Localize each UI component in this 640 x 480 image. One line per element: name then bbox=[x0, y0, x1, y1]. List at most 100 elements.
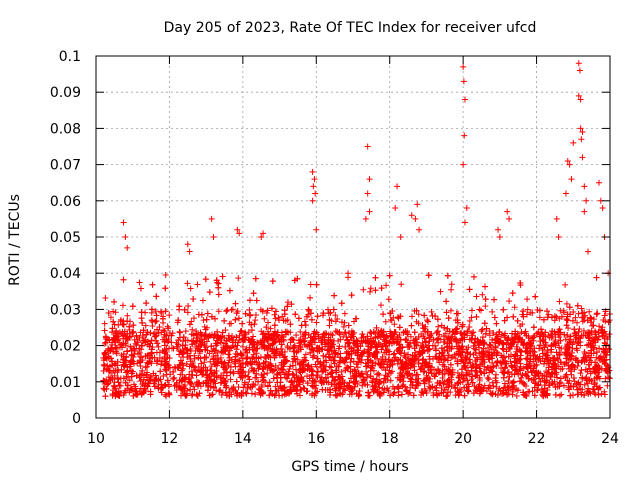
data-point bbox=[444, 392, 451, 399]
data-point bbox=[425, 318, 432, 325]
data-point bbox=[156, 349, 163, 356]
data-point bbox=[365, 389, 372, 396]
data-point bbox=[225, 362, 232, 369]
data-point bbox=[295, 315, 302, 322]
data-point bbox=[466, 318, 473, 325]
data-point bbox=[481, 382, 488, 389]
data-point bbox=[194, 281, 201, 288]
data-point bbox=[162, 271, 169, 278]
data-point bbox=[265, 319, 272, 326]
data-point bbox=[552, 391, 559, 398]
data-point bbox=[170, 375, 177, 382]
data-point bbox=[443, 343, 450, 350]
data-point bbox=[563, 300, 570, 307]
data-point bbox=[373, 376, 380, 383]
data-point bbox=[138, 309, 145, 316]
data-point bbox=[460, 371, 467, 378]
data-point bbox=[572, 314, 579, 321]
data-point bbox=[403, 335, 410, 342]
data-point bbox=[282, 353, 289, 360]
data-point bbox=[130, 328, 137, 335]
data-point bbox=[206, 289, 213, 296]
data-point bbox=[464, 387, 471, 394]
data-point bbox=[470, 329, 477, 336]
data-point bbox=[308, 316, 315, 323]
data-point bbox=[302, 351, 309, 358]
data-point bbox=[433, 336, 440, 343]
data-point bbox=[464, 328, 471, 335]
data-point bbox=[107, 314, 114, 321]
data-point bbox=[472, 358, 479, 365]
data-point bbox=[428, 308, 435, 315]
data-point bbox=[590, 316, 597, 323]
data-point bbox=[188, 375, 195, 382]
data-point bbox=[120, 321, 127, 328]
data-point bbox=[297, 328, 304, 335]
data-point bbox=[379, 343, 386, 350]
data-point bbox=[330, 306, 337, 313]
data-point bbox=[246, 307, 253, 314]
data-point bbox=[266, 392, 273, 399]
data-point bbox=[545, 311, 552, 318]
data-point bbox=[458, 335, 465, 342]
data-point bbox=[117, 382, 124, 389]
data-point bbox=[129, 329, 136, 336]
data-point bbox=[448, 383, 455, 390]
data-point bbox=[530, 324, 537, 331]
data-point bbox=[231, 360, 238, 367]
data-point bbox=[574, 340, 581, 347]
data-point bbox=[524, 306, 531, 313]
data-point bbox=[426, 338, 433, 345]
data-point bbox=[328, 364, 335, 371]
data-point bbox=[408, 322, 415, 329]
data-point bbox=[100, 361, 107, 368]
data-point bbox=[510, 379, 517, 386]
data-point bbox=[389, 368, 396, 375]
data-point bbox=[425, 369, 432, 376]
data-point bbox=[347, 359, 354, 366]
data-point bbox=[114, 376, 121, 383]
data-point bbox=[532, 293, 539, 300]
data-point bbox=[111, 298, 118, 305]
data-point bbox=[330, 337, 337, 344]
data-point bbox=[514, 346, 521, 353]
data-point bbox=[227, 389, 234, 396]
data-point bbox=[466, 286, 473, 293]
data-point bbox=[378, 285, 385, 292]
data-point bbox=[482, 296, 489, 303]
data-point bbox=[565, 325, 572, 332]
data-point bbox=[313, 363, 320, 370]
data-point bbox=[127, 333, 134, 340]
data-point bbox=[285, 329, 292, 336]
data-point bbox=[182, 328, 189, 335]
data-point bbox=[198, 311, 205, 318]
data-point bbox=[600, 316, 607, 323]
data-point bbox=[303, 388, 310, 395]
data-point bbox=[583, 342, 590, 349]
data-point bbox=[173, 387, 180, 394]
data-point bbox=[552, 337, 559, 344]
data-point bbox=[391, 321, 398, 328]
data-point bbox=[385, 296, 392, 303]
data-point bbox=[176, 303, 183, 310]
data-point bbox=[270, 375, 277, 382]
data-point bbox=[556, 344, 563, 351]
data-point bbox=[424, 317, 431, 324]
data-point bbox=[434, 316, 441, 323]
data-point bbox=[202, 276, 209, 283]
data-point bbox=[398, 281, 405, 288]
data-point bbox=[490, 383, 497, 390]
data-point bbox=[506, 298, 513, 305]
data-point bbox=[222, 327, 229, 334]
data-point bbox=[100, 385, 107, 392]
data-point bbox=[190, 315, 197, 322]
data-point bbox=[514, 317, 521, 324]
data-point bbox=[574, 319, 581, 326]
data-point bbox=[479, 326, 486, 333]
data-point bbox=[511, 353, 518, 360]
data-point bbox=[186, 321, 193, 328]
data-point bbox=[136, 279, 143, 286]
data-point bbox=[464, 328, 471, 335]
data-point bbox=[345, 322, 352, 329]
data-point bbox=[274, 374, 281, 381]
